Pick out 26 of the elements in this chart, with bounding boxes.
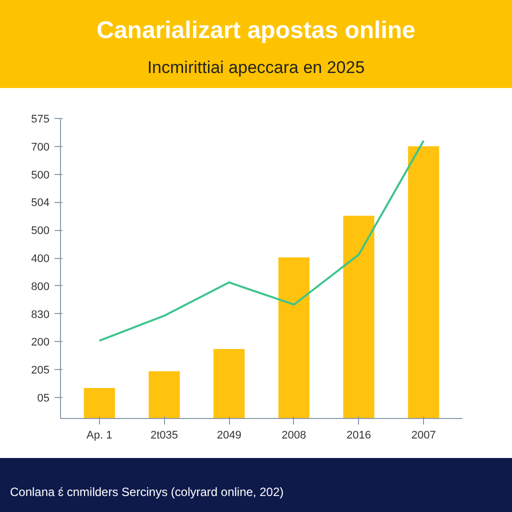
bar [84, 388, 115, 418]
bar [278, 257, 310, 418]
x-tick-label: Ap. 1 [86, 430, 112, 442]
bar [214, 349, 245, 418]
text: 800 [31, 280, 50, 293]
text: 205 [31, 364, 50, 377]
x-tick-label: 2t035 [150, 430, 178, 442]
text: 200 [31, 336, 50, 349]
text: 700 [31, 141, 50, 154]
bar [343, 216, 374, 418]
text: 05 [37, 392, 50, 404]
chart-title: Canarializart apostas online [96, 16, 416, 46]
text: 500 [31, 225, 50, 238]
x-tick-label: 2049 [216, 430, 242, 442]
text: 400 [31, 253, 50, 265]
text: 575 [31, 114, 50, 126]
x-tick-label: 2008 [282, 430, 306, 442]
text: 500 [31, 169, 50, 182]
text: 504 [31, 197, 50, 210]
text: 830 [31, 308, 50, 321]
bar [148, 371, 180, 418]
chart-subtitle: Incmirittiai apeccara en 2025 [146, 57, 366, 80]
x-tick-label: 2016 [346, 430, 372, 442]
text: Conlana ɛ́ cnmilders Sercinys (colyrard online, 202) [9, 484, 285, 501]
x-tick-label: 2007 [411, 430, 436, 442]
bar [408, 146, 440, 418]
